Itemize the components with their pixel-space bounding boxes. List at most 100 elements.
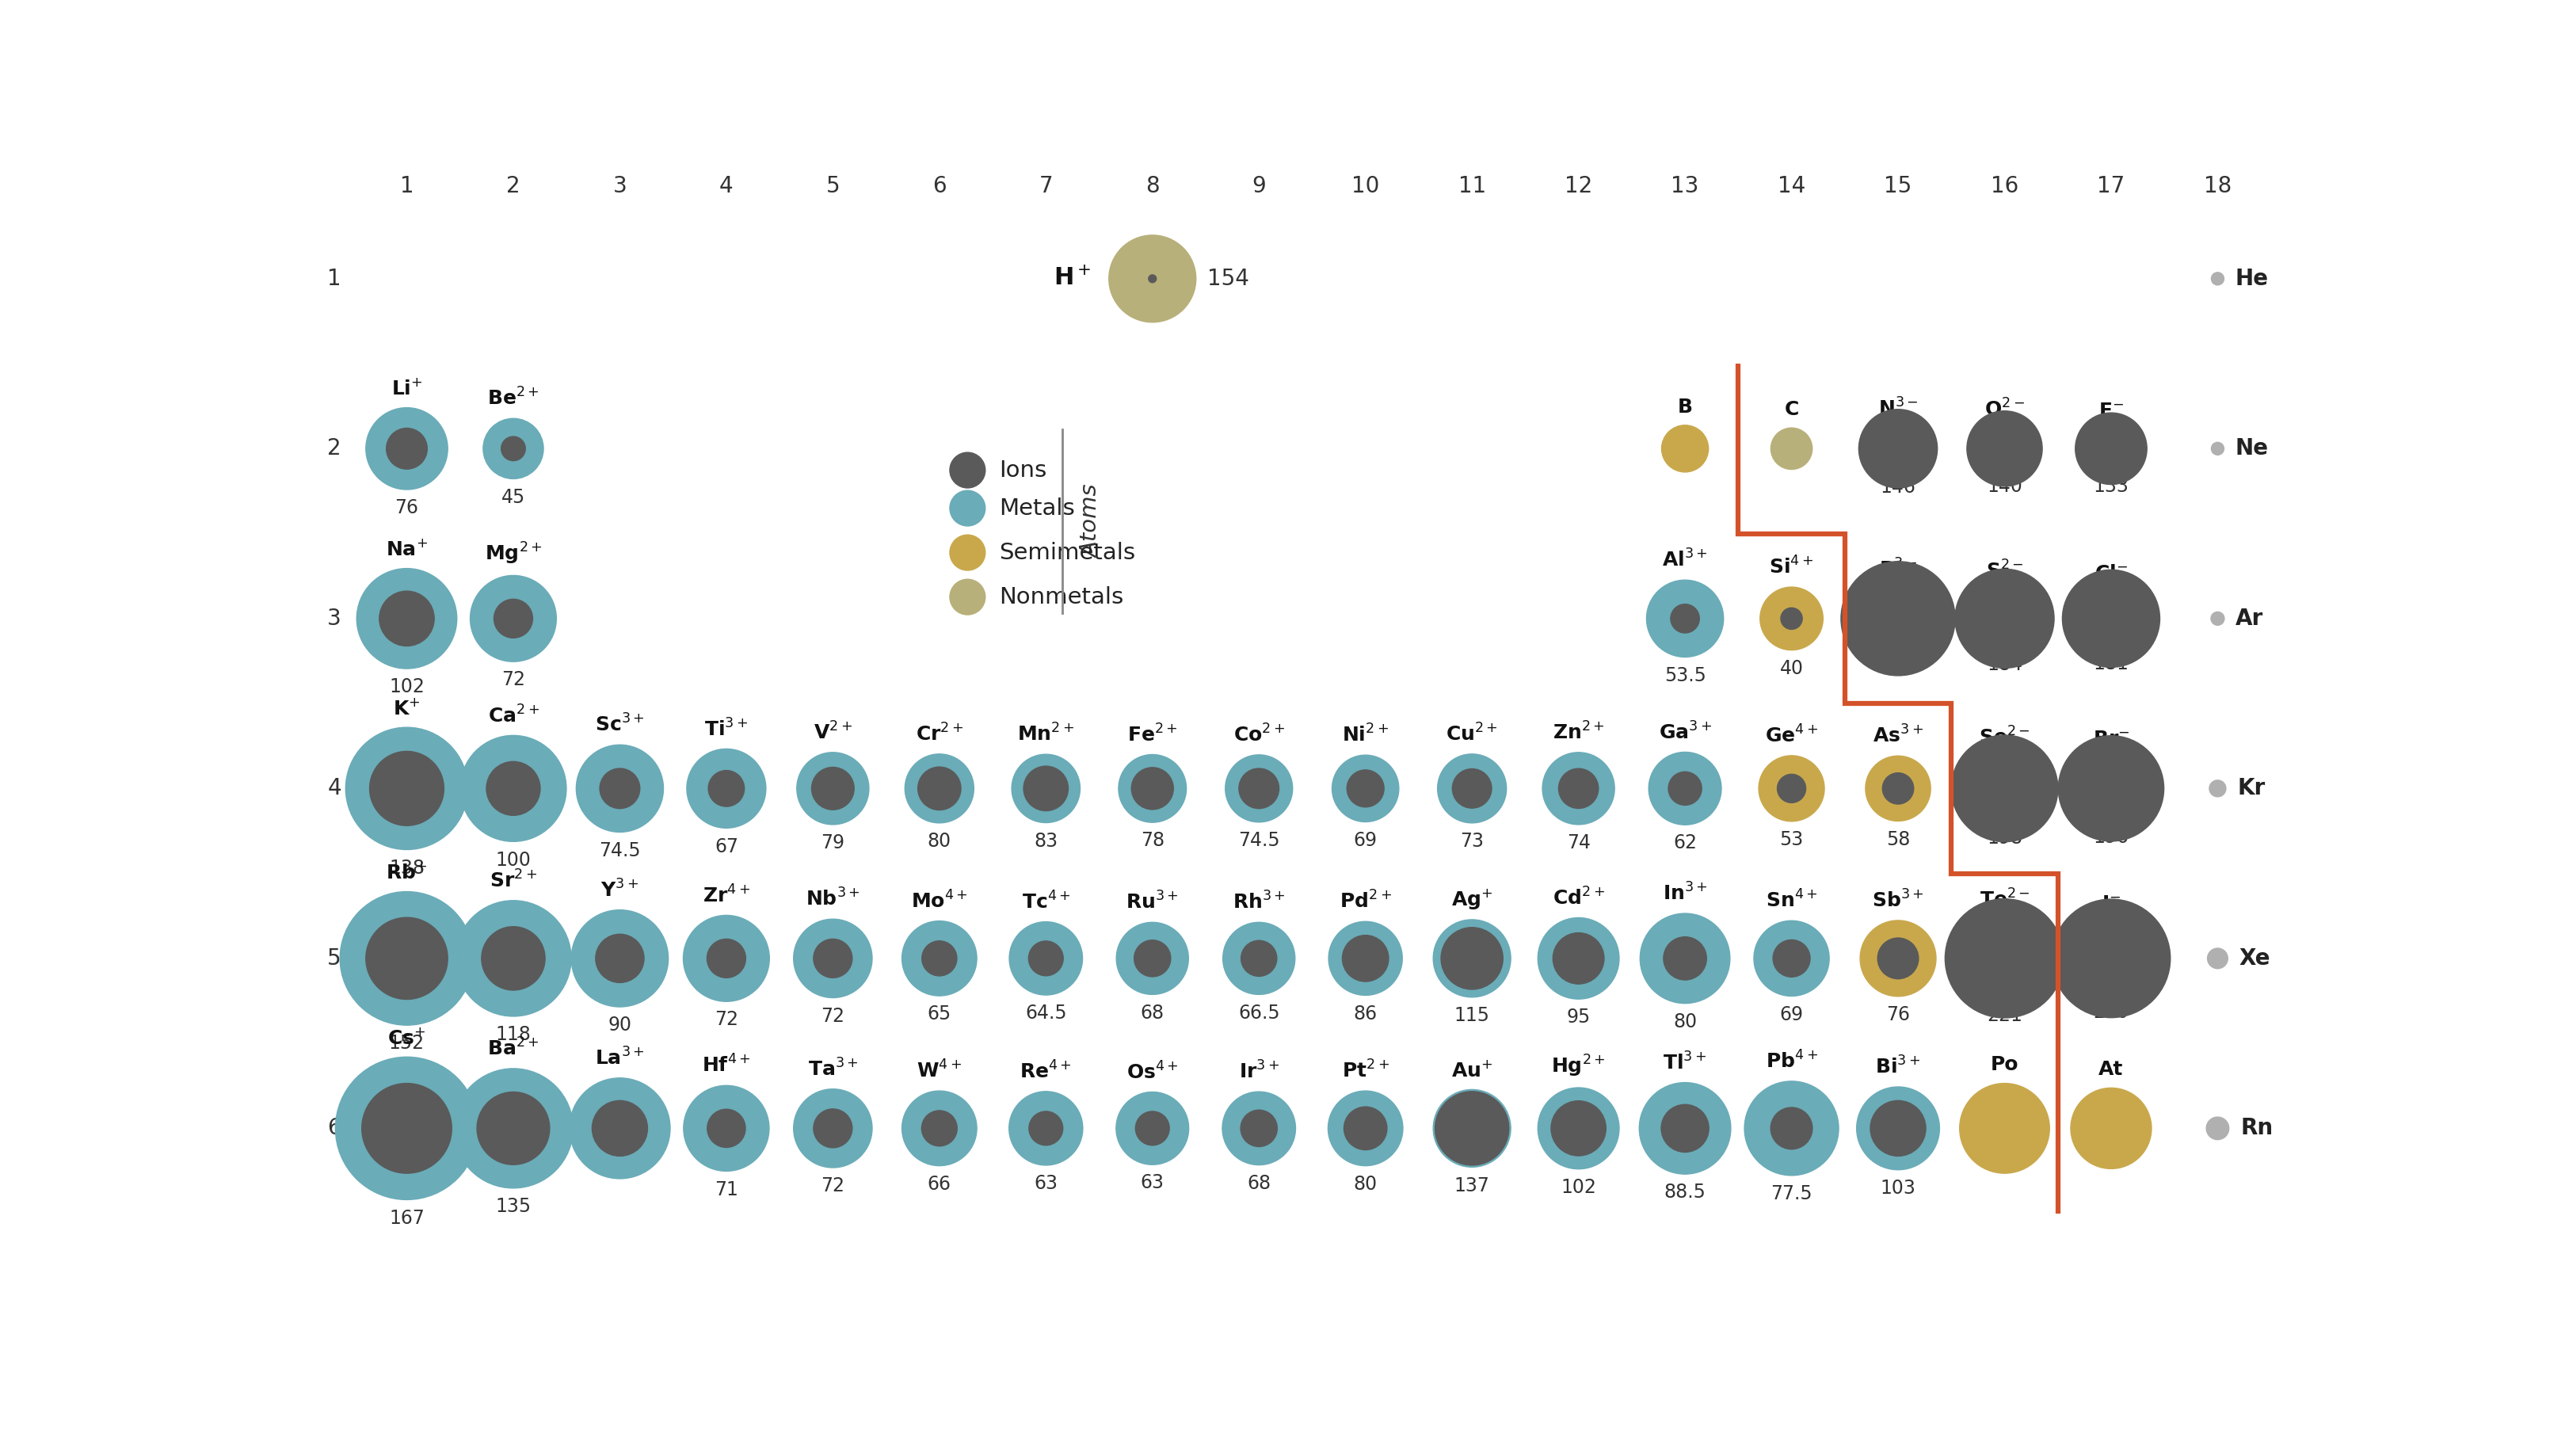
Circle shape [921,1111,956,1146]
Text: 73: 73 [1461,831,1484,850]
Text: Cl$^{-}$: Cl$^{-}$ [2094,563,2127,582]
Text: 212: 212 [1879,657,1915,676]
Text: 74.5: 74.5 [1239,831,1280,850]
Circle shape [2208,780,2226,796]
Text: La$^{3+}$: La$^{3+}$ [594,1047,645,1069]
Circle shape [2053,900,2170,1018]
Text: Os$^{4+}$: Os$^{4+}$ [1127,1061,1178,1083]
Text: P$^{3-}$: P$^{3-}$ [1879,559,1918,579]
Text: 78: 78 [1140,831,1165,850]
Text: Cd$^{2+}$: Cd$^{2+}$ [1553,887,1604,909]
Text: Ti$^{3+}$: Ti$^{3+}$ [704,718,747,740]
Text: 86: 86 [1354,1005,1377,1024]
Text: 72: 72 [821,1176,844,1195]
Text: Kr: Kr [2236,778,2264,799]
Text: 72: 72 [502,671,525,690]
Circle shape [1946,898,2063,1018]
Circle shape [1770,1108,1813,1149]
Circle shape [1640,1083,1731,1174]
Circle shape [1242,1109,1278,1147]
Circle shape [1650,753,1721,826]
Circle shape [495,600,533,638]
Text: Ru$^{3+}$: Ru$^{3+}$ [1127,893,1178,913]
Circle shape [1759,756,1823,821]
Circle shape [2081,757,2142,820]
Text: Ar: Ar [2236,607,2264,629]
Text: 72: 72 [714,1010,737,1029]
Text: 10: 10 [1352,175,1380,197]
Text: 53: 53 [1780,830,1803,849]
Text: He: He [2236,268,2270,290]
Circle shape [1670,604,1698,633]
Text: 6: 6 [933,175,946,197]
Circle shape [2058,735,2165,842]
Circle shape [1221,1092,1295,1165]
Circle shape [1770,428,1813,469]
Circle shape [1663,936,1706,980]
Text: 9: 9 [1252,175,1265,197]
Text: 45: 45 [502,488,525,507]
Circle shape [1966,411,2043,486]
Text: W$^{4+}$: W$^{4+}$ [915,1060,961,1082]
Text: Ca$^{2+}$: Ca$^{2+}$ [487,705,538,727]
Text: Sr$^{2+}$: Sr$^{2+}$ [490,871,538,891]
Text: 14: 14 [1777,175,1805,197]
Circle shape [1438,754,1507,823]
Text: Ni$^{2+}$: Ni$^{2+}$ [1341,725,1390,747]
Text: Br$^{-}$: Br$^{-}$ [2094,729,2129,748]
Text: 69: 69 [1354,831,1377,850]
Text: Au$^{+}$: Au$^{+}$ [1451,1061,1492,1080]
Text: As$^{3+}$: As$^{3+}$ [1872,725,1923,747]
Circle shape [1780,607,1803,629]
Text: 138: 138 [390,859,426,878]
Circle shape [709,770,745,807]
Circle shape [903,1091,977,1166]
Circle shape [1433,1089,1510,1168]
Text: In$^{3+}$: In$^{3+}$ [1663,882,1708,904]
Circle shape [576,745,663,833]
Circle shape [1117,1092,1188,1165]
Text: At: At [2099,1060,2124,1079]
Circle shape [1538,1088,1619,1169]
Circle shape [1553,933,1604,984]
Circle shape [706,1109,745,1147]
Circle shape [813,939,852,978]
Text: 74.5: 74.5 [599,842,640,860]
Text: Na$^{+}$: Na$^{+}$ [385,540,428,559]
Text: 103: 103 [1879,1179,1915,1198]
Text: H$^+$: H$^+$ [1053,266,1091,290]
Text: 220: 220 [2094,1003,2129,1022]
Text: Al$^{3+}$: Al$^{3+}$ [1663,549,1708,571]
Circle shape [813,1109,852,1147]
Circle shape [949,453,984,488]
Circle shape [1329,922,1403,996]
Circle shape [903,922,977,996]
Circle shape [1859,920,1935,996]
Text: Sb$^{3+}$: Sb$^{3+}$ [1872,890,1925,911]
Circle shape [949,534,984,571]
Circle shape [1640,913,1729,1003]
Text: O$^{2-}$: O$^{2-}$ [1984,399,2025,421]
Text: 90: 90 [607,1016,632,1035]
Circle shape [592,1101,648,1156]
Circle shape [1958,1083,2050,1174]
Circle shape [1772,939,1810,977]
Circle shape [2211,272,2224,285]
Text: 72: 72 [821,1006,844,1025]
Circle shape [1882,773,1912,804]
Circle shape [1344,1107,1387,1150]
Circle shape [1023,766,1068,811]
Text: Fe$^{2+}$: Fe$^{2+}$ [1127,724,1178,745]
Circle shape [1109,236,1196,322]
Text: 137: 137 [1453,1176,1489,1195]
Circle shape [347,728,467,850]
Circle shape [1441,927,1502,990]
Text: Nb$^{3+}$: Nb$^{3+}$ [806,888,859,910]
Text: 4: 4 [719,175,734,197]
Circle shape [1984,430,2025,469]
Text: Rn: Rn [2241,1117,2272,1140]
Circle shape [1341,935,1390,981]
Text: 67: 67 [714,837,737,856]
Circle shape [1132,767,1173,810]
Circle shape [2063,569,2160,667]
